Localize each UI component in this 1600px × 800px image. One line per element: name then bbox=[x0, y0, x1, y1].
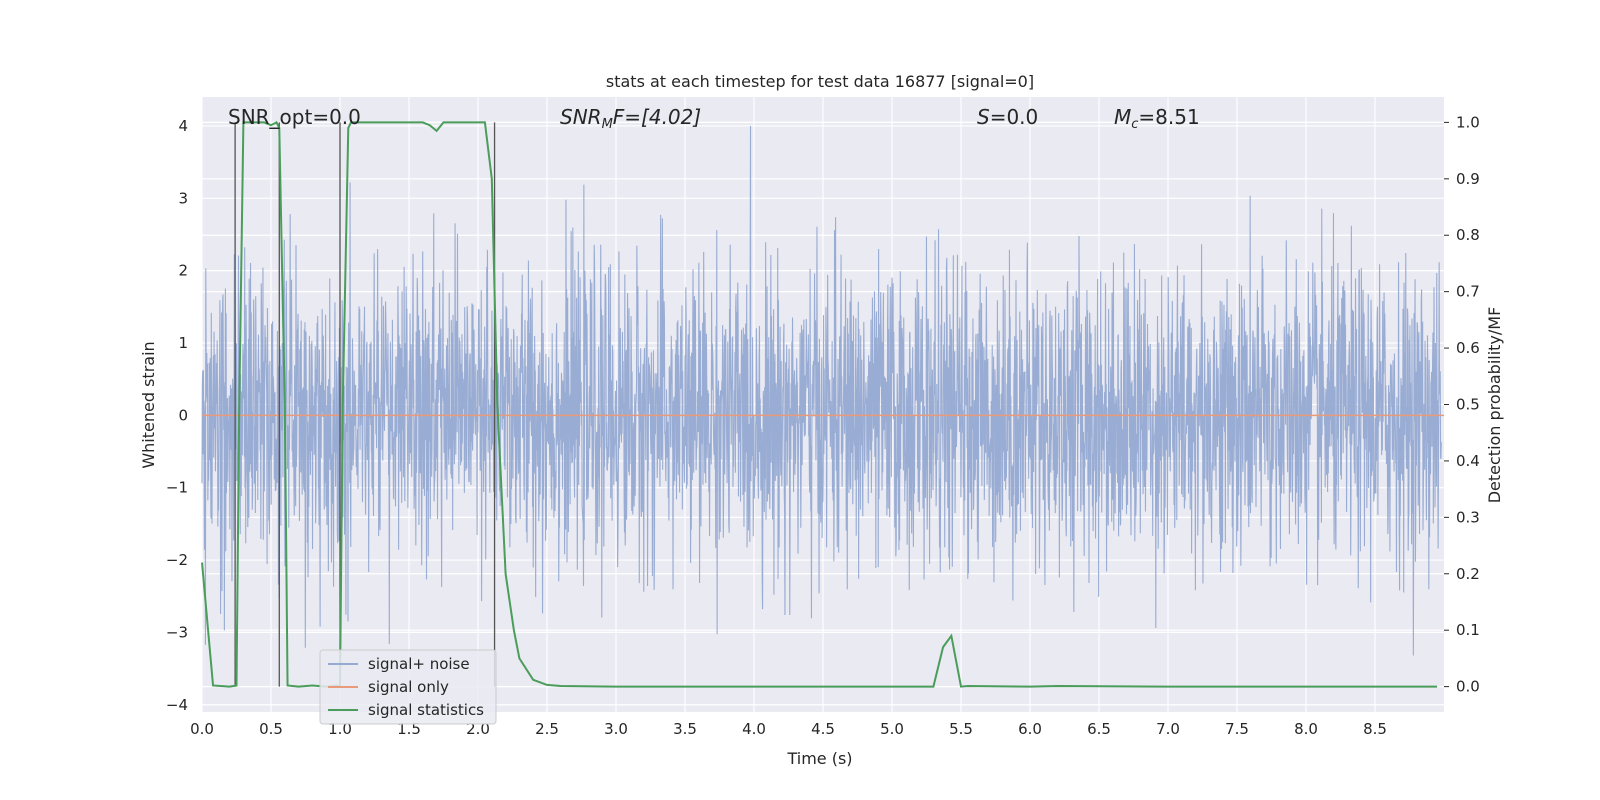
y-axis-label-left: Whitened strain bbox=[139, 341, 158, 468]
annotation-mc: Mc=8.51 bbox=[1114, 105, 1200, 132]
y-tick-label-right: 0.4 bbox=[1456, 452, 1480, 470]
y-tick-label-right: 0.7 bbox=[1456, 283, 1480, 301]
y-tick-label-left: 3 bbox=[178, 189, 188, 207]
annotation-snr-opt: SNR_opt=0.0 bbox=[228, 105, 361, 129]
x-tick-label: 7.5 bbox=[1225, 720, 1249, 738]
x-tick-label: 6.5 bbox=[1087, 720, 1111, 738]
x-tick-label: 8.5 bbox=[1363, 720, 1387, 738]
y-tick-label-left: 1 bbox=[178, 334, 188, 352]
statistics-series-line bbox=[201, 121, 1438, 689]
y-tick-label-left: −1 bbox=[166, 479, 188, 497]
y-tick-label-right: 0.2 bbox=[1456, 565, 1480, 583]
x-axis-label: Time (s) bbox=[786, 749, 852, 768]
x-tick-label: 5.5 bbox=[949, 720, 973, 738]
annotation-snr-mf: SNRMF=[4.02] bbox=[560, 105, 701, 132]
legend-label-signal-noise: signal+ noise bbox=[368, 655, 470, 673]
noise-series-line bbox=[201, 125, 1442, 656]
x-tick-label: 7.0 bbox=[1156, 720, 1180, 738]
x-tick-label: 2.5 bbox=[535, 720, 559, 738]
y-tick-label-left: −2 bbox=[166, 551, 188, 569]
y-tick-label-right: 0.5 bbox=[1456, 396, 1480, 414]
y-tick-label-right: 1.0 bbox=[1456, 113, 1480, 131]
x-tick-label: 3.5 bbox=[673, 720, 697, 738]
y-tick-label-right: 0.3 bbox=[1456, 508, 1480, 526]
legend-box bbox=[319, 649, 497, 725]
x-tick-label: 4.5 bbox=[811, 720, 835, 738]
y-tick-label-right: 0.1 bbox=[1456, 621, 1480, 639]
y-tick-label-left: 0 bbox=[178, 406, 188, 424]
x-tick-label: 8.0 bbox=[1294, 720, 1318, 738]
legend-label-signal-only: signal only bbox=[368, 678, 449, 696]
y-tick-label-left: −4 bbox=[166, 696, 188, 714]
y-tick-label-left: 4 bbox=[178, 117, 188, 135]
x-tick-label: 4.0 bbox=[742, 720, 766, 738]
y-tick-label-left: −3 bbox=[166, 623, 188, 641]
x-tick-label: 3.0 bbox=[604, 720, 628, 738]
y-tick-label-right: 0.6 bbox=[1456, 339, 1480, 357]
chart-title: stats at each timestep for test data 168… bbox=[606, 72, 1034, 91]
y-tick-label-right: 0.9 bbox=[1456, 170, 1480, 188]
x-tick-label: 6.0 bbox=[1018, 720, 1042, 738]
x-tick-label: 5.0 bbox=[880, 720, 904, 738]
y-axis-label-right: Detection probability/MF bbox=[1485, 307, 1504, 504]
legend: signal+ noise signal only signal statist… bbox=[319, 649, 497, 725]
x-tick-label: 0.0 bbox=[190, 720, 214, 738]
annotation-s-stat: S=0.0 bbox=[977, 105, 1038, 129]
legend-label-signal-statistics: signal statistics bbox=[368, 701, 484, 719]
x-tick-label: 0.5 bbox=[259, 720, 283, 738]
y-tick-label-right: 0.8 bbox=[1456, 226, 1480, 244]
y-tick-label-left: 2 bbox=[178, 262, 188, 280]
y-tick-label-right: 0.0 bbox=[1456, 678, 1480, 696]
